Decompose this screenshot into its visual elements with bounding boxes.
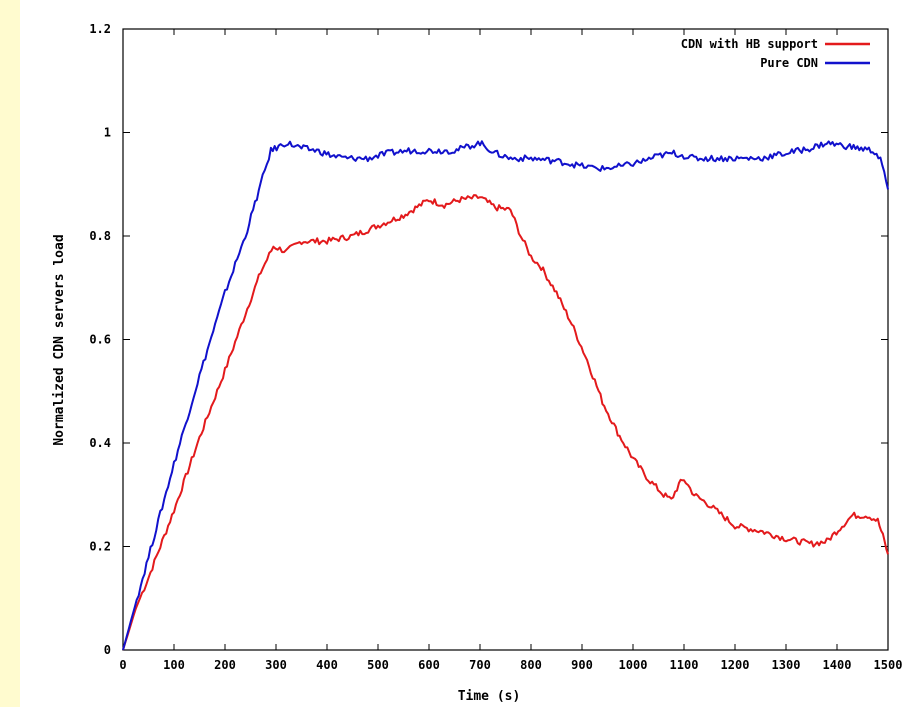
tick-labels: 0 100 200 300 400 500 600 700 800 900 1000 1100 1200… xyxy=(89,22,902,672)
y-tick-label: 0.4 xyxy=(89,436,111,450)
x-tick-label: 200 xyxy=(214,658,236,672)
x-tick-label: 1000 xyxy=(619,658,648,672)
x-tick-label: 600 xyxy=(418,658,440,672)
x-tick-label: 1500 xyxy=(874,658,903,672)
chart-panel: 0 100 200 300 400 500 600 700 800 900 1000 1100 1200… xyxy=(20,0,919,707)
legend-label: Pure CDN xyxy=(760,56,818,70)
y-tick-label: 0 xyxy=(104,643,111,657)
x-tick-label: 700 xyxy=(469,658,491,672)
y-tick-label: 0.8 xyxy=(89,229,111,243)
y-tick-label: 0.6 xyxy=(89,333,111,347)
y-tick-label: 1.2 xyxy=(89,22,111,36)
series-line-hb-support xyxy=(122,194,889,651)
x-tick-label: 800 xyxy=(520,658,542,672)
y-tick-label: 1 xyxy=(104,126,111,140)
x-tick-label: 400 xyxy=(316,658,338,672)
series-layer xyxy=(122,140,889,651)
y-tick-label: 0.2 xyxy=(89,540,111,554)
x-tick-label: 1300 xyxy=(772,658,801,672)
legend: CDN with HB support Pure CDN xyxy=(681,37,870,70)
x-tick-label: 500 xyxy=(367,658,389,672)
line-chart: 0 100 200 300 400 500 600 700 800 900 1000 1100 1200… xyxy=(52,22,902,704)
legend-label: CDN with HB support xyxy=(681,37,818,51)
x-tick-label: 1200 xyxy=(721,658,750,672)
x-tick-label: 900 xyxy=(571,658,593,672)
x-tick-label: 300 xyxy=(265,658,287,672)
x-tick-label: 0 xyxy=(119,658,126,672)
x-tick-label: 1100 xyxy=(670,658,699,672)
plot-area xyxy=(122,28,889,651)
axis-ticks xyxy=(122,28,889,651)
x-axis-label: Time (s) xyxy=(458,689,521,704)
y-axis-label: Normalized CDN servers load xyxy=(52,234,67,445)
x-tick-label: 1400 xyxy=(823,658,852,672)
x-tick-label: 100 xyxy=(163,658,185,672)
series-line-pure-cdn xyxy=(122,140,889,651)
